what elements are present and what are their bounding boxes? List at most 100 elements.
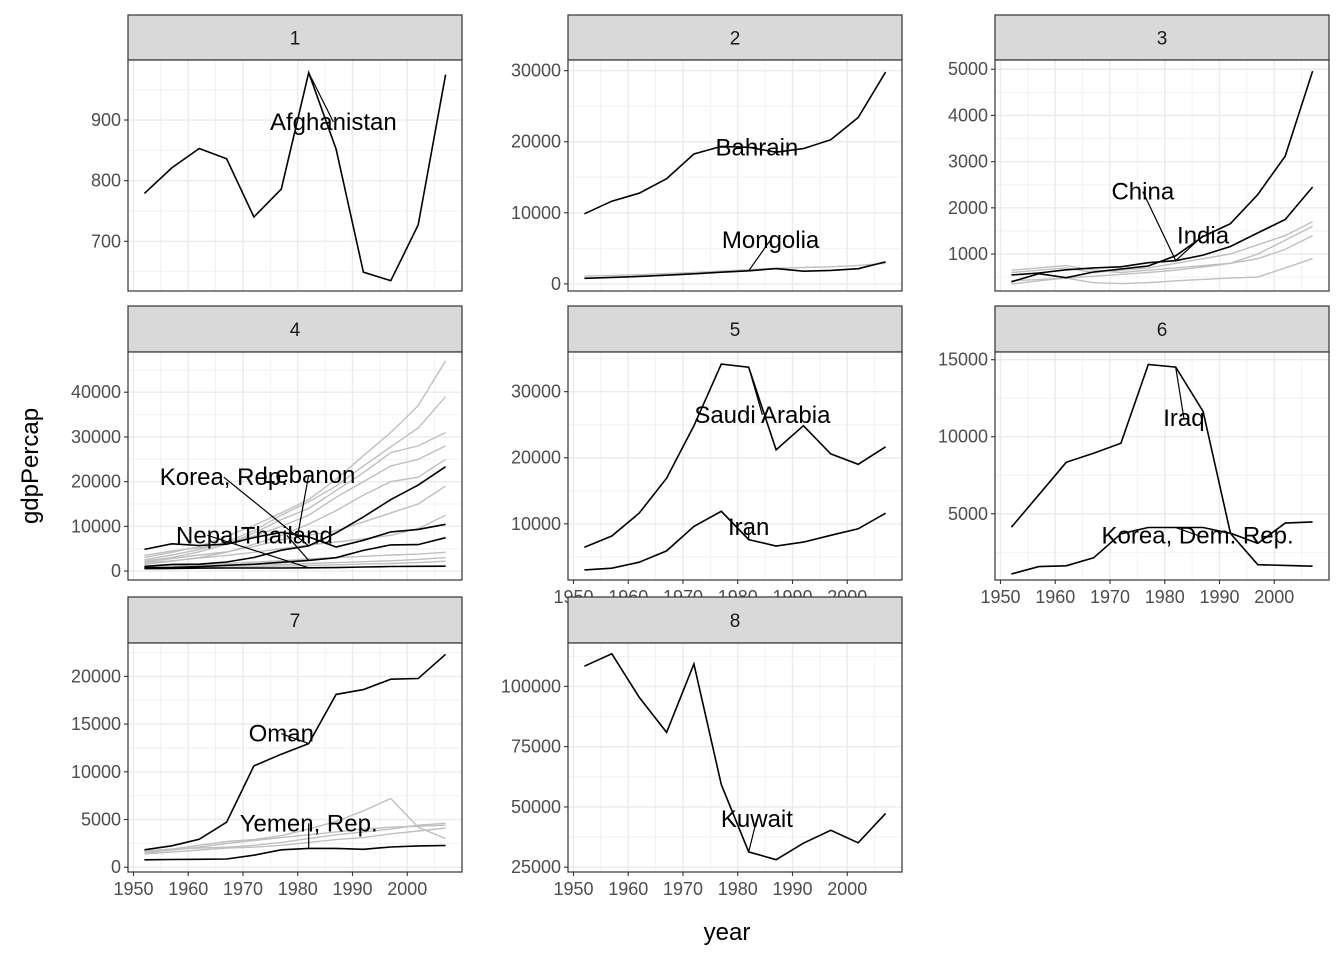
label-leader-line [1175, 526, 1198, 536]
panel-border [567, 351, 903, 581]
x-tick-label: 1980 [1145, 587, 1185, 607]
background-series-line [144, 514, 446, 564]
x-tick-label: 1990 [772, 879, 812, 899]
series-line-india [1011, 186, 1314, 276]
background-series-line [1011, 258, 1313, 285]
facet-strip-label: 5 [730, 320, 741, 341]
label-leader-line [748, 367, 763, 415]
background-series-line [144, 822, 446, 852]
data-label: Mongolia [722, 227, 820, 254]
x-tick-label: 1960 [608, 879, 648, 899]
label-leader-line [748, 239, 772, 272]
x-tick-label: 2000 [827, 879, 867, 899]
data-label: Iraq [1163, 405, 1204, 432]
y-tick-label: 1000 [948, 244, 988, 264]
data-label: Bahrain [716, 134, 799, 161]
y-tick-label: 0 [551, 274, 561, 294]
x-tick-label: 1970 [1090, 587, 1130, 607]
y-tick-label: 0 [111, 857, 121, 877]
series-line-kuwait [584, 652, 887, 861]
y-tick-label: 4000 [948, 105, 988, 125]
x-tick-label: 1990 [332, 879, 372, 899]
facet-strip-label: 7 [290, 611, 301, 632]
y-tick-label: 0 [111, 561, 121, 581]
series-line-yemen-rep [144, 844, 446, 861]
panel-border [994, 351, 1330, 581]
x-tick-label: 1980 [718, 879, 758, 899]
y-tick-label: 30000 [511, 382, 561, 402]
label-leader-line [748, 818, 758, 853]
x-tick-label: 1950 [113, 879, 153, 899]
panel-background [128, 60, 462, 291]
background-series-line [144, 396, 447, 561]
y-tick-label: 10000 [511, 203, 561, 223]
y-axis-title: gdpPercap [17, 408, 44, 524]
y-tick-label: 5000 [948, 504, 988, 524]
panel-background [128, 643, 462, 872]
label-leader-line [286, 534, 310, 561]
series-line-saudi-arabia [584, 363, 887, 548]
y-tick-label: 50000 [511, 797, 561, 817]
y-tick-label: 20000 [71, 472, 121, 492]
data-label: Saudi Arabia [694, 402, 831, 429]
panel-background [995, 352, 1329, 580]
background-series-line [144, 485, 446, 563]
facet-strip [567, 305, 903, 353]
label-leader-line [308, 72, 334, 123]
data-label: China [1111, 179, 1174, 206]
facet-strip-label: 1 [290, 29, 301, 50]
label-leader-line [1175, 367, 1185, 419]
label-leader-line [1175, 235, 1204, 262]
data-label: Yemen, Rep. [240, 810, 378, 837]
facet-panel-2: 2 Bahrain Mongolia 0 10000 20000 30000 [511, 14, 903, 294]
data-label: Thailand [241, 522, 333, 549]
y-tick-label: 10000 [71, 516, 121, 536]
y-tick-label: 900 [91, 110, 121, 130]
background-series-line [144, 827, 446, 855]
panel-background [568, 643, 902, 872]
x-tick-label: 1970 [663, 879, 703, 899]
y-tick-label: 15000 [938, 350, 988, 370]
series-line-korea-dem-rep [1011, 526, 1313, 575]
facet-panel-7: 7 Oman Yemen, Rep. 0 5000 10000 15000 20000 1950… [71, 596, 463, 899]
y-tick-label: 75000 [511, 737, 561, 757]
facet-strip-label: 4 [290, 320, 301, 341]
data-label: Nepal [176, 522, 239, 549]
background-series-line [144, 431, 446, 562]
y-tick-label: 10000 [71, 762, 121, 782]
background-series-line [144, 360, 447, 559]
y-tick-label: 800 [91, 171, 121, 191]
data-label: Kuwait [721, 806, 793, 833]
background-series-line [584, 262, 886, 277]
panel-background [995, 60, 1329, 291]
label-leader-line [281, 733, 309, 745]
panel-background [568, 352, 902, 580]
series-line-mongolia [584, 261, 886, 280]
data-label: Afghanistan [270, 109, 397, 136]
facet-strip [127, 305, 463, 353]
x-tick-label: 1950 [980, 587, 1020, 607]
y-tick-label: 15000 [71, 714, 121, 734]
y-tick-label: 10000 [938, 427, 988, 447]
y-tick-label: 2000 [948, 198, 988, 218]
panel-border [127, 59, 463, 292]
y-tick-label: 100000 [501, 676, 561, 696]
y-tick-label: 5000 [81, 810, 121, 830]
background-series-line [144, 797, 446, 853]
panel-border [567, 59, 903, 292]
facet-strip [567, 596, 903, 644]
x-tick-label: 1960 [1035, 587, 1075, 607]
panel-background [568, 60, 902, 291]
y-tick-label: 20000 [511, 448, 561, 468]
facet-panel-6: 6 Iraq Korea, Dem. Rep. 5000 10000 15000 1950 1… [938, 305, 1330, 607]
facet-strip [567, 14, 903, 61]
facet-strip-label: 8 [730, 611, 741, 632]
series-line-afghanistan [143, 69, 447, 282]
data-label: Iran [728, 514, 769, 541]
x-tick-label: 1980 [278, 879, 318, 899]
series-line-iraq [1010, 363, 1313, 545]
series-line-thailand [144, 536, 446, 569]
facet-strip [127, 14, 463, 61]
